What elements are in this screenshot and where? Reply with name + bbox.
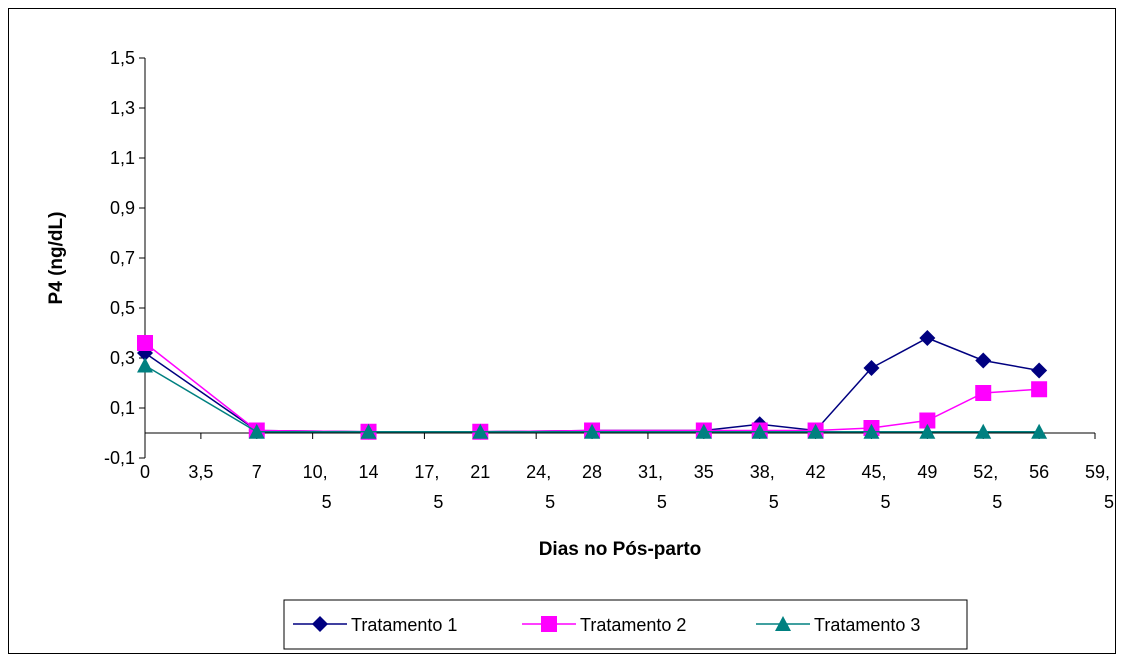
data-point	[360, 423, 377, 439]
y-tick-label: 1,1	[110, 148, 135, 168]
x-tick-label: 10,	[303, 462, 328, 482]
x-axis: 0 3,5 7 10, 5 14 17, 5 21 24, 5 28 31, 5 35 38, 5 42 45, 5 4…	[140, 432, 1114, 512]
legend-marker	[312, 616, 328, 632]
legend: Tratamento 1 Tratamento 2 Tratamento 3	[283, 599, 968, 650]
x-tick-label: 5	[880, 492, 890, 512]
series-line	[144, 337, 1040, 433]
legend-entry-2: Tratamento 2	[522, 615, 686, 635]
x-tick-label: 5	[433, 492, 443, 512]
series-line	[144, 364, 1040, 433]
data-point	[584, 423, 601, 439]
x-tick-label: 35	[694, 462, 714, 482]
data-point	[248, 423, 265, 439]
y-tick-label: 0,7	[110, 248, 135, 268]
x-tick-label: 45,	[861, 462, 886, 482]
legend-marker	[775, 616, 791, 631]
data-point	[863, 360, 880, 376]
legend-box	[283, 599, 968, 650]
x-tick-label: 5	[545, 492, 555, 512]
y-tick-label: -0,1	[104, 448, 135, 468]
x-axis-title: Dias no Pós-parto	[539, 539, 702, 560]
x-tick-label: 5	[769, 492, 779, 512]
x-tick-label: 17,	[414, 462, 439, 482]
data-point	[975, 352, 992, 369]
x-tick-label: 24,	[526, 462, 551, 482]
x-tick-label: 49	[917, 462, 937, 482]
y-tick-label: 1,5	[110, 48, 135, 68]
x-tick-label: 5	[1104, 492, 1114, 512]
x-tick-label: 52,	[973, 462, 998, 482]
x-tick-label: 5	[322, 492, 332, 512]
data-point	[807, 423, 824, 439]
legend-label: Tratamento 3	[814, 615, 920, 635]
data-point	[137, 357, 153, 373]
series-3	[137, 357, 1048, 439]
data-point	[919, 423, 936, 439]
data-point	[975, 385, 992, 401]
x-tick-label: 42	[806, 462, 826, 482]
x-tick-label: 59,	[1085, 462, 1110, 482]
legend-entry-1: Tratamento 1	[293, 615, 457, 635]
x-tick-label: 56	[1029, 462, 1049, 482]
data-point	[472, 423, 489, 439]
legend-entry-3: Tratamento 3	[756, 615, 920, 635]
chart-frame	[8, 8, 1116, 654]
legend-label: Tratamento 2	[580, 615, 686, 635]
x-tick-label: 7	[252, 462, 262, 482]
x-tick-label: 28	[582, 462, 602, 482]
data-point	[863, 423, 880, 439]
y-axis: -0,1 0,1 0,3 0,5 0,7 0,9 1,1 1,3 1,5	[104, 48, 146, 468]
series-layer	[137, 330, 1048, 440]
data-point	[919, 330, 936, 346]
x-tick-label: 31,	[638, 462, 663, 482]
y-tick-label: 1,3	[110, 98, 135, 118]
y-tick-label: 0,1	[110, 398, 135, 418]
y-tick-label: 0,3	[110, 348, 135, 368]
x-tick-label: 3,5	[188, 462, 213, 482]
data-point	[919, 412, 936, 429]
data-point	[1031, 362, 1048, 379]
data-point	[695, 423, 712, 439]
data-point	[751, 423, 768, 439]
y-tick-label: 0,9	[110, 198, 135, 218]
x-tick-label: 5	[657, 492, 667, 512]
x-tick-label: 14	[359, 462, 379, 482]
data-point	[1031, 381, 1048, 398]
y-tick-label: 0,5	[110, 298, 135, 318]
legend-marker	[541, 616, 557, 632]
data-point	[975, 423, 992, 439]
x-tick-label: 0	[140, 462, 150, 482]
legend-label: Tratamento 1	[351, 615, 457, 635]
x-tick-label: 21	[470, 462, 490, 482]
y-axis-title: P4 (ng/dL)	[46, 212, 67, 305]
data-point	[137, 335, 153, 351]
data-point	[1031, 423, 1048, 439]
x-tick-label: 38,	[750, 462, 775, 482]
x-tick-label: 5	[992, 492, 1002, 512]
series-line	[144, 342, 1040, 433]
